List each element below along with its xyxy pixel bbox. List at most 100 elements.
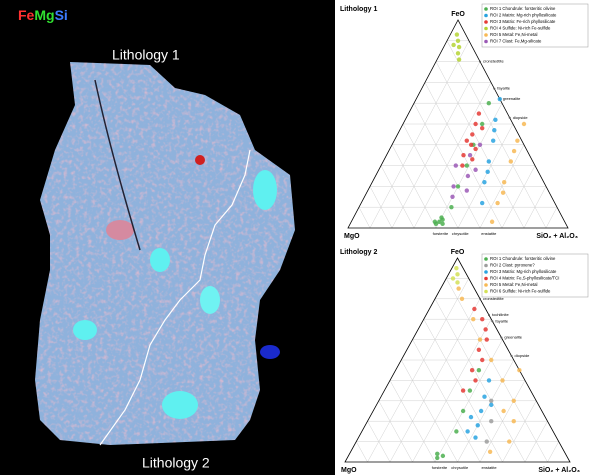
data-point (461, 409, 465, 413)
data-point (450, 195, 454, 199)
data-point (455, 32, 459, 36)
data-point (477, 348, 481, 352)
data-point (465, 138, 469, 142)
data-point (495, 201, 499, 205)
data-point (456, 51, 460, 55)
apex-label: SiO₂ + Al₂O₃ (536, 233, 578, 240)
chart-title: Lithology 2 (340, 249, 377, 256)
data-point (512, 149, 516, 153)
data-point (457, 45, 461, 49)
legend-label: ROI 7 Clast: Fe,Mg-silicate (490, 39, 542, 44)
data-point (461, 388, 465, 392)
reference-label: enstatite (481, 465, 497, 470)
data-point (466, 174, 470, 178)
grid-line (403, 124, 458, 228)
grid-line (379, 401, 413, 462)
data-point (469, 415, 473, 419)
apex-label: MgO (341, 467, 357, 474)
data-point (473, 122, 477, 126)
data-point (440, 222, 444, 226)
data-point (473, 147, 477, 151)
map-legend: FeMgSi (18, 7, 68, 23)
data-point (487, 101, 491, 105)
data-point (457, 57, 461, 61)
apex-label: FeO (451, 11, 465, 18)
legend-swatch (484, 270, 488, 274)
data-point (483, 327, 487, 331)
reference-label: forsterite (433, 231, 449, 236)
data-point (473, 435, 477, 439)
grid-line (446, 278, 547, 462)
reference-label: chrysotile (451, 465, 469, 470)
element-label: Fe (18, 7, 35, 23)
data-point (480, 122, 484, 126)
reference-label: cronstedtite (483, 59, 504, 64)
legend-label: ROI 6 Sulfide: Ni-rich Fe-sulfide (490, 289, 551, 294)
lithology-label: Lithology 1 (112, 47, 180, 63)
legend-swatch (484, 7, 488, 11)
grid-line (359, 207, 370, 228)
data-point (501, 190, 505, 194)
data-point (489, 358, 493, 362)
data-point (473, 168, 477, 172)
data-point (492, 128, 496, 132)
data-point (454, 429, 458, 433)
data-point (485, 337, 489, 341)
data-point (473, 378, 477, 382)
grid-line (502, 166, 535, 228)
reference-label: tochilinite (492, 312, 509, 317)
data-point (488, 450, 492, 454)
grid-line (368, 278, 469, 462)
data-point (512, 399, 516, 403)
data-point (455, 272, 459, 276)
data-point (468, 153, 472, 157)
chart-title: Lithology 1 (340, 6, 377, 13)
data-point (451, 43, 455, 47)
data-point (485, 439, 489, 443)
reference-label: chrysotile (452, 231, 470, 236)
legend-swatch (484, 27, 488, 31)
reference-point (488, 314, 490, 316)
data-point (509, 159, 513, 163)
data-point (480, 317, 484, 321)
legend-swatch (484, 264, 488, 268)
grid-line (546, 207, 557, 228)
reference-point (500, 337, 502, 339)
legend-label: ROI 5 Metal: Fe,Ni-metal (490, 32, 538, 37)
data-point (465, 429, 469, 433)
grid-line (447, 41, 546, 228)
lithology-label: Lithology 2 (142, 455, 210, 471)
data-point (469, 143, 473, 147)
data-point (515, 138, 519, 142)
data-point (433, 220, 437, 224)
legend-swatch (484, 40, 488, 44)
data-point (470, 132, 474, 136)
data-point (490, 220, 494, 224)
reference-label: diopside (513, 115, 529, 120)
legend-label: ROI 2 Matrix: Mg-rich phyllosilicate (490, 13, 557, 18)
data-point (522, 122, 526, 126)
data-point (498, 97, 502, 101)
grid-line (381, 166, 414, 228)
reference-label: diopside (515, 353, 531, 358)
data-point (470, 157, 474, 161)
reference-label: greenalite (503, 96, 521, 101)
detached-fragment (260, 345, 280, 359)
data-point (451, 276, 455, 280)
data-point (456, 184, 460, 188)
figure: FeMgSi Lithology 1 Lithology 2 Lithology… (0, 0, 591, 475)
data-point (454, 163, 458, 167)
data-point (451, 184, 455, 188)
reference-label: fayalite (497, 86, 510, 91)
data-point (478, 143, 482, 147)
data-point (454, 266, 458, 270)
grid-line (370, 41, 469, 228)
data-point (456, 39, 460, 43)
legend-label: ROI 4 Sulfide: Ni-rich Fe-sulfide (490, 26, 551, 31)
data-point (501, 409, 505, 413)
grid-line (356, 442, 367, 462)
data-point (439, 215, 443, 219)
data-point (517, 368, 521, 372)
data-point (456, 286, 460, 290)
legend-swatch (484, 33, 488, 37)
